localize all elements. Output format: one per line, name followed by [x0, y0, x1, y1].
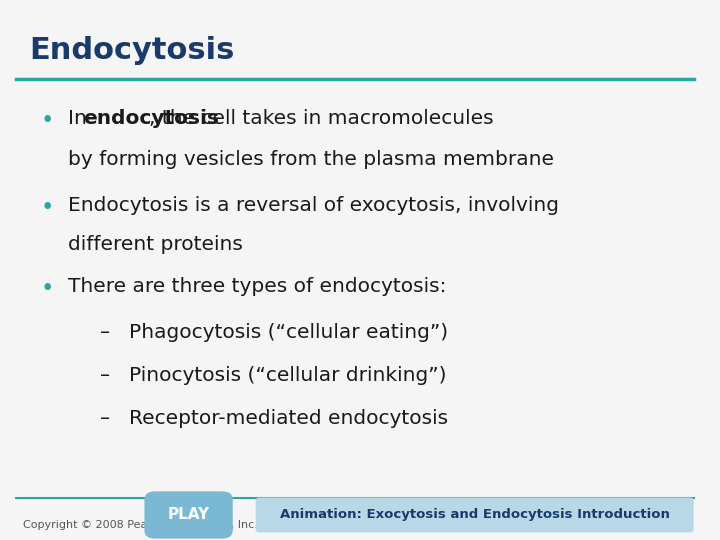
Text: Receptor-mediated endocytosis: Receptor-mediated endocytosis — [129, 409, 448, 428]
Text: –: – — [100, 322, 110, 342]
Text: Animation: Exocytosis and Endocytosis Introduction: Animation: Exocytosis and Endocytosis In… — [280, 509, 670, 522]
Text: –: – — [100, 366, 110, 384]
Text: Copyright © 2008 Pearson Education, Inc., publishing as Pearson Benjamin Cumming: Copyright © 2008 Pearson Education, Inc.… — [22, 520, 505, 530]
Text: Pinocytosis (“cellular drinking”): Pinocytosis (“cellular drinking”) — [129, 366, 446, 384]
FancyBboxPatch shape — [145, 491, 233, 538]
Text: Phagocytosis (“cellular eating”): Phagocytosis (“cellular eating”) — [129, 322, 448, 342]
Text: PLAY: PLAY — [168, 508, 210, 523]
Text: –: – — [100, 409, 110, 428]
Text: , the cell takes in macromolecules: , the cell takes in macromolecules — [149, 109, 494, 128]
Text: There are three types of endocytosis:: There are three types of endocytosis: — [68, 277, 447, 296]
Text: •: • — [40, 277, 53, 300]
Text: •: • — [40, 109, 53, 132]
FancyBboxPatch shape — [256, 497, 693, 532]
Text: Endocytosis is a reversal of exocytosis, involving: Endocytosis is a reversal of exocytosis,… — [68, 196, 559, 215]
Text: In: In — [68, 109, 94, 128]
Text: Endocytosis: Endocytosis — [30, 36, 235, 65]
Text: by forming vesicles from the plasma membrane: by forming vesicles from the plasma memb… — [68, 150, 554, 168]
Text: different proteins: different proteins — [68, 235, 243, 254]
Text: endocytosis: endocytosis — [84, 109, 220, 128]
Text: •: • — [40, 196, 53, 219]
